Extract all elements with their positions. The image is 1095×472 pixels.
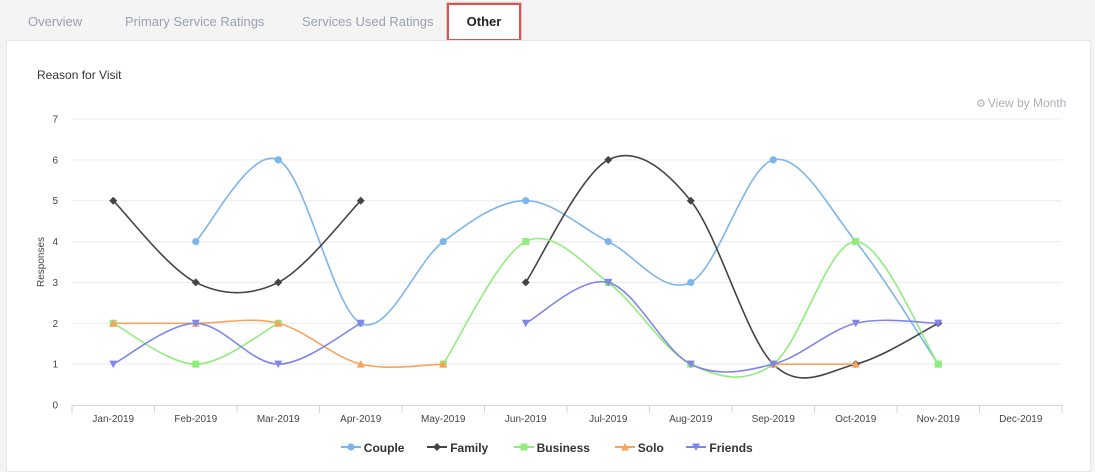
- x-tick-label-jun-2019: Jun-2019: [505, 414, 547, 425]
- legend-symbol-solo: [614, 443, 635, 451]
- tab-primary-service-ratings[interactable]: Primary Service Ratings: [125, 14, 265, 29]
- y-tick-label: 7: [52, 115, 58, 126]
- y-tick-label: 3: [52, 278, 58, 289]
- data-point-business-jun-2019[interactable]: [522, 238, 530, 246]
- x-tick-label-sep-2019: Sep-2019: [752, 414, 796, 425]
- data-point-couple-feb-2019[interactable]: [192, 237, 200, 246]
- legend-label: Couple: [363, 441, 405, 455]
- x-tick-label-dec-2019: Dec-2019: [999, 414, 1043, 425]
- data-point-family-jun-2019[interactable]: [521, 278, 530, 287]
- legend-symbol-business: [513, 443, 534, 451]
- data-point-solo-oct-2019[interactable]: [851, 360, 860, 368]
- series-lines: [109, 154, 943, 379]
- data-point-friends-jan-2019[interactable]: [109, 360, 118, 369]
- data-point-business-nov-2019[interactable]: [934, 360, 942, 368]
- data-point-family-mar-2019[interactable]: [274, 278, 283, 287]
- series-line-family: [112, 200, 362, 294]
- y-axis-label: Responses: [36, 237, 47, 287]
- data-point-solo-jan-2019[interactable]: [109, 319, 118, 327]
- x-tick-label-feb-2019: Feb-2019: [174, 414, 217, 425]
- y-tick-label: 6: [52, 155, 58, 166]
- series-friends: [109, 278, 943, 373]
- legend: Couple Family Business Solo Friends: [0, 438, 1095, 458]
- y-tick-label: 5: [52, 196, 58, 207]
- x-tick-label-may-2019: May-2019: [421, 414, 466, 425]
- x-tick-label-apr-2019: Apr-2019: [340, 414, 382, 425]
- data-point-family-feb-2019[interactable]: [191, 278, 200, 287]
- x-tick-label-aug-2019: Aug-2019: [669, 414, 713, 425]
- y-tick-label: 0: [52, 401, 58, 412]
- y-tick-label: 4: [52, 237, 58, 248]
- legend-label: Solo: [637, 441, 664, 455]
- view-by-month-button[interactable]: ⚙ View by Month: [976, 96, 1066, 110]
- data-point-friends-jun-2019[interactable]: [521, 319, 530, 328]
- data-point-friends-aug-2019[interactable]: [686, 360, 695, 369]
- data-point-couple-jun-2019[interactable]: [522, 197, 530, 205]
- data-point-friends-nov-2019[interactable]: [934, 319, 943, 328]
- data-point-business-oct-2019[interactable]: [852, 238, 860, 246]
- series-solo: [109, 319, 860, 368]
- chart-title: Reason for Visit: [37, 68, 122, 82]
- legend-marker-friends: [692, 443, 701, 451]
- data-point-friends-jul-2019[interactable]: [604, 278, 613, 287]
- legend-marker-solo: [620, 443, 629, 451]
- series-line-friends: [112, 322, 362, 365]
- axes: [71, 405, 1063, 413]
- x-tick-label-oct-2019: Oct-2019: [835, 414, 877, 425]
- series-line-business: [442, 237, 939, 378]
- data-point-family-jul-2019[interactable]: [604, 155, 613, 164]
- y-tick-labels: 0 1 2 3 4 5 6 7: [52, 115, 58, 412]
- data-point-couple-aug-2019[interactable]: [687, 278, 695, 287]
- legend-symbol-family: [427, 443, 448, 451]
- data-point-friends-mar-2019[interactable]: [274, 360, 283, 369]
- gear-icon: ⚙: [976, 97, 986, 110]
- legend-symbol-couple: [340, 443, 361, 451]
- legend-label: Family: [450, 441, 489, 455]
- series-line-family: [525, 154, 939, 379]
- grid-lines: [72, 118, 1062, 365]
- tab-bar: Overview Primary Service Ratings Service…: [0, 0, 1095, 44]
- data-point-family-jan-2019[interactable]: [109, 196, 118, 205]
- data-point-family-apr-2019[interactable]: [356, 196, 365, 205]
- series-business: [109, 237, 942, 378]
- data-point-couple-sep-2019[interactable]: [769, 156, 777, 164]
- data-point-friends-sep-2019[interactable]: [769, 360, 778, 369]
- data-point-friends-apr-2019[interactable]: [356, 319, 365, 328]
- data-point-couple-jul-2019[interactable]: [604, 237, 612, 246]
- data-point-couple-mar-2019[interactable]: [274, 156, 282, 164]
- x-tick-labels: Jan-2019 Feb-2019 Mar-2019 Apr-2019 May-2019…: [92, 414, 1042, 425]
- x-tick-label-nov-2019: Nov-2019: [917, 414, 961, 425]
- legend-label: Business: [536, 441, 590, 455]
- legend-marker-couple: [347, 443, 355, 451]
- data-point-solo-apr-2019[interactable]: [356, 360, 365, 368]
- y-tick-label: 1: [52, 360, 58, 371]
- series-line-couple: [195, 157, 939, 365]
- chart-panel: [6, 40, 1091, 472]
- data-point-friends-feb-2019[interactable]: [191, 319, 200, 328]
- x-tick-label-jul-2019: Jul-2019: [589, 414, 628, 425]
- data-point-solo-may-2019[interactable]: [439, 360, 448, 368]
- view-by-label: View by Month: [987, 96, 1067, 110]
- series-line-friends: [525, 280, 939, 373]
- data-point-friends-oct-2019[interactable]: [851, 319, 860, 328]
- series-line-business: [112, 322, 279, 365]
- data-point-solo-mar-2019[interactable]: [274, 319, 283, 327]
- y-tick-label: 2: [52, 319, 58, 330]
- series-line-solo: [113, 319, 444, 368]
- data-point-business-feb-2019[interactable]: [192, 360, 200, 368]
- legend-label: Friends: [709, 441, 753, 455]
- x-tick-label-jan-2019: Jan-2019: [92, 414, 134, 425]
- data-point-couple-may-2019[interactable]: [439, 237, 447, 246]
- legend-marker-business: [520, 443, 528, 451]
- legend-marker-family: [433, 443, 442, 451]
- tab-overview[interactable]: Overview: [28, 14, 83, 29]
- tab-services-used-ratings[interactable]: Services Used Ratings: [302, 14, 434, 29]
- legend-symbol-friends: [686, 443, 707, 451]
- data-point-family-aug-2019[interactable]: [686, 196, 695, 205]
- x-tick-label-mar-2019: Mar-2019: [257, 414, 300, 425]
